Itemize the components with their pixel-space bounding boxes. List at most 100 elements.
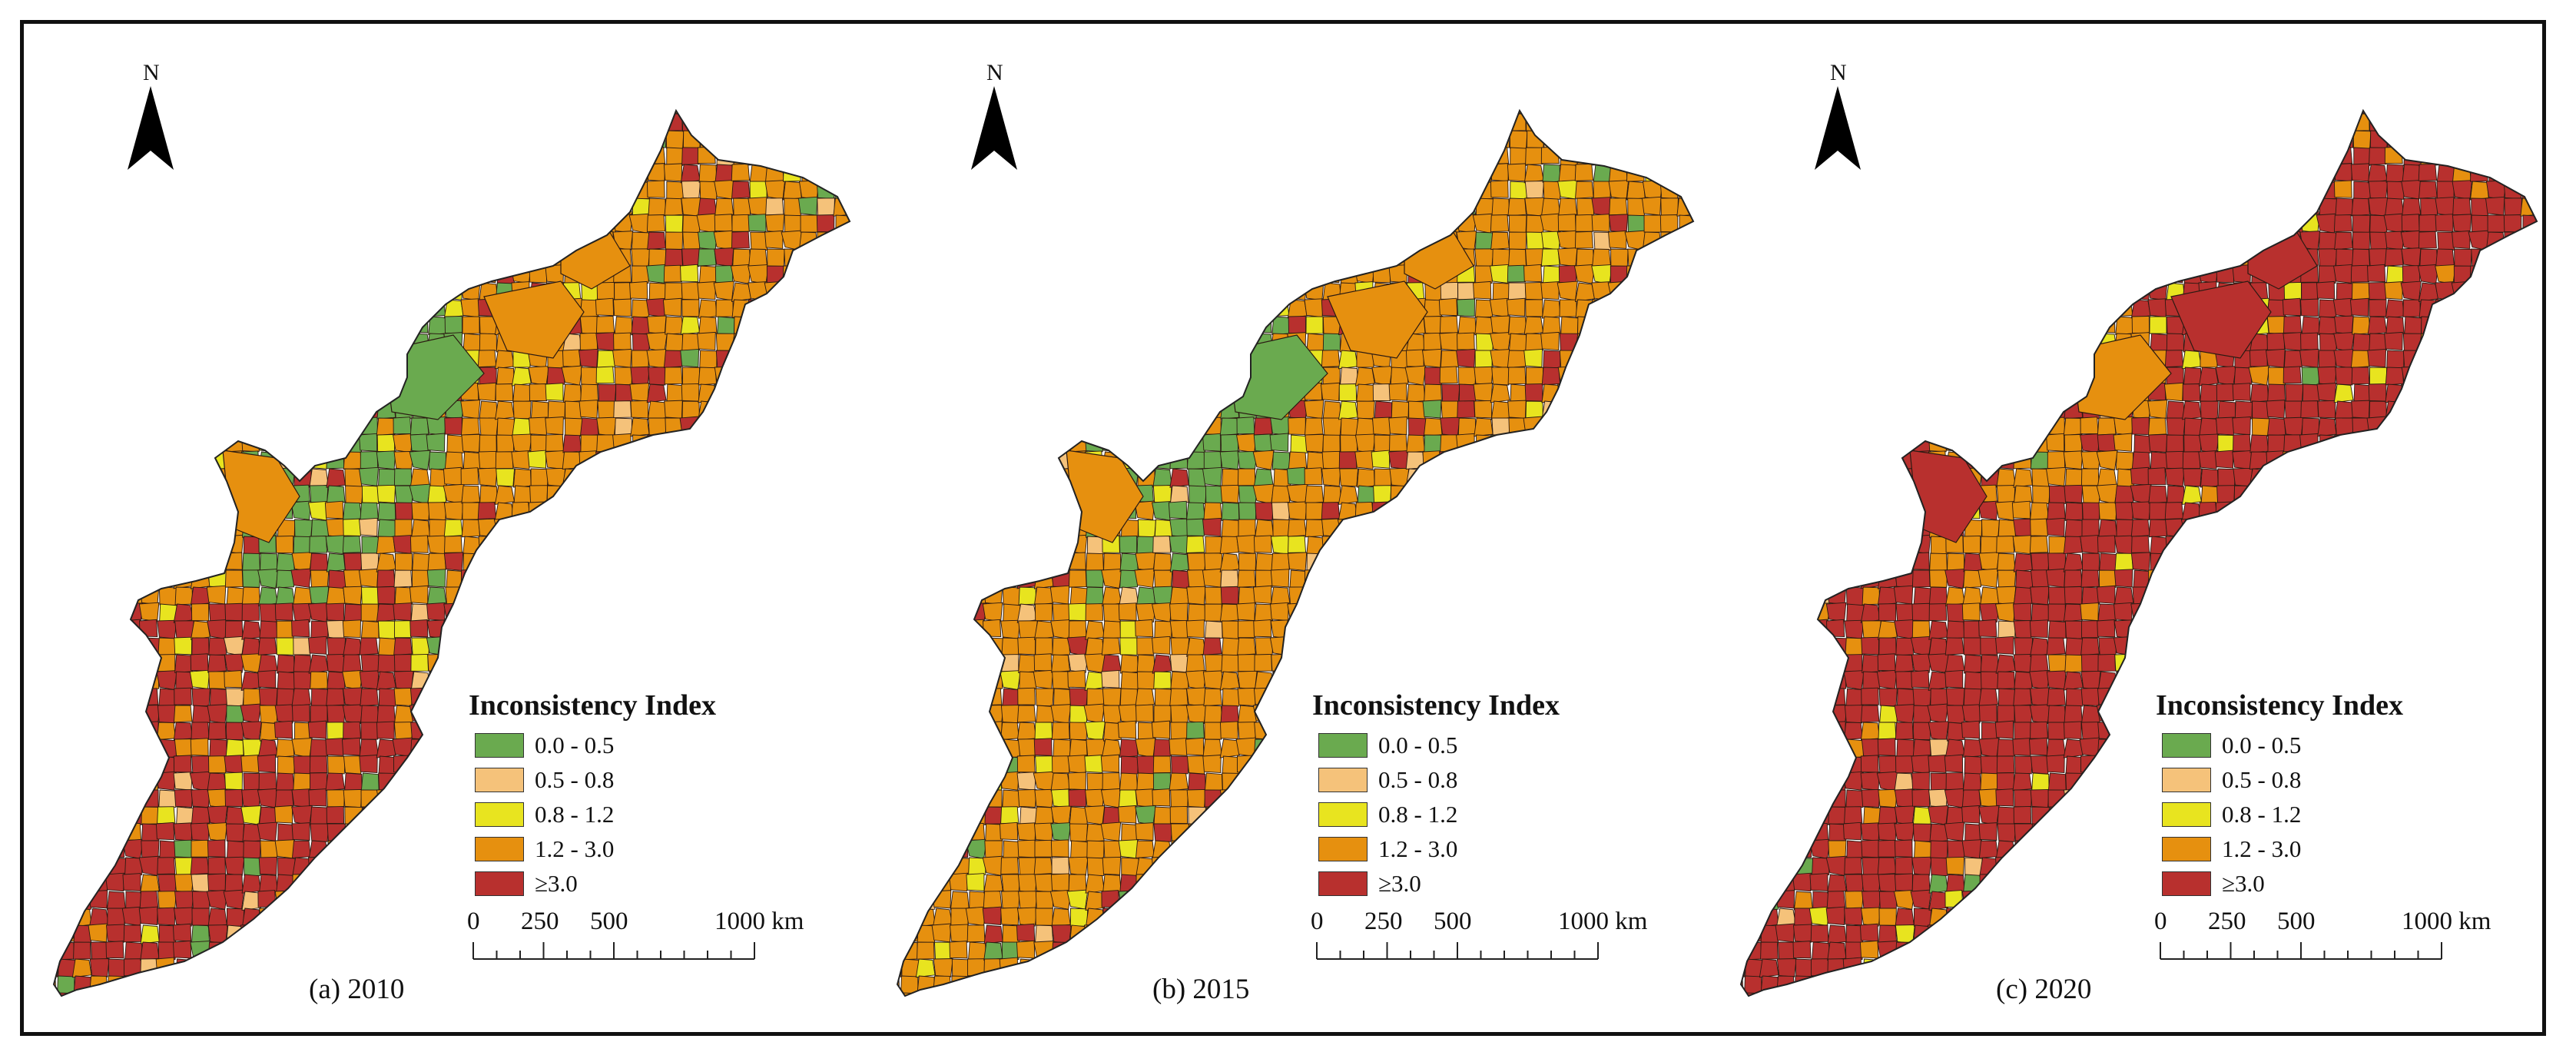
county-polygon — [1540, 113, 1560, 131]
county-polygon — [1016, 111, 1037, 114]
county-polygon — [1405, 451, 1425, 470]
county-polygon — [207, 873, 226, 892]
county-polygon — [1186, 637, 1206, 657]
county-polygon — [851, 97, 865, 114]
county-polygon — [1120, 671, 1139, 691]
county-polygon — [1066, 331, 1088, 351]
county-polygon — [1102, 806, 1122, 826]
county-polygon — [191, 316, 211, 336]
county-polygon — [426, 586, 447, 606]
county-polygon — [1371, 130, 1391, 148]
county-polygon — [1135, 281, 1154, 300]
county-polygon — [933, 366, 951, 385]
county-polygon — [1271, 180, 1289, 198]
county-polygon — [1169, 602, 1189, 622]
county-polygon — [71, 738, 92, 758]
county-polygon — [834, 823, 850, 842]
county-polygon — [71, 857, 92, 876]
county-polygon — [376, 890, 396, 909]
county-polygon — [1525, 147, 1543, 165]
county-polygon — [23, 824, 40, 841]
county-polygon — [275, 383, 294, 402]
county-polygon — [1170, 705, 1189, 724]
county-polygon — [1237, 722, 1257, 741]
county-polygon — [1185, 536, 1205, 553]
county-polygon — [512, 519, 532, 539]
county-polygon — [630, 738, 649, 758]
county-polygon — [428, 197, 447, 217]
county-polygon — [697, 620, 718, 639]
county-polygon — [715, 586, 734, 606]
county-polygon — [260, 113, 278, 133]
county-polygon — [1203, 298, 1223, 318]
county-polygon — [1084, 755, 1103, 773]
county-polygon — [595, 129, 615, 148]
county-polygon — [277, 755, 295, 775]
county-polygon — [1527, 536, 1545, 556]
county-polygon — [1287, 619, 1306, 638]
county-polygon — [784, 536, 803, 555]
county-polygon — [23, 941, 41, 960]
county-polygon — [529, 992, 548, 996]
county-polygon — [1001, 941, 1020, 961]
county-polygon — [1254, 874, 1274, 894]
county-polygon — [966, 688, 986, 706]
county-polygon — [190, 958, 210, 977]
county-polygon — [615, 451, 634, 471]
county-polygon — [1288, 113, 1307, 132]
county-polygon — [1356, 400, 1375, 420]
county-polygon — [1440, 569, 1460, 589]
county-polygon — [1490, 383, 1510, 403]
county-polygon — [1171, 316, 1189, 335]
county-polygon — [307, 720, 327, 739]
county-polygon — [379, 265, 397, 285]
county-polygon — [1033, 857, 1053, 875]
county-polygon — [782, 704, 801, 722]
county-polygon — [1474, 891, 1494, 911]
county-polygon — [1441, 637, 1459, 656]
county-polygon — [1136, 248, 1155, 267]
county-polygon — [121, 619, 141, 638]
county-polygon — [443, 519, 463, 537]
county-polygon — [1000, 535, 1019, 554]
county-polygon — [1524, 281, 1543, 300]
county-polygon — [1457, 975, 1476, 994]
county-polygon — [1321, 467, 1341, 487]
county-polygon — [1153, 400, 1172, 420]
county-polygon — [1507, 553, 1527, 571]
county-polygon — [23, 519, 41, 538]
county-polygon — [1490, 214, 1510, 232]
county-polygon — [595, 586, 615, 605]
county-polygon — [767, 654, 786, 674]
county-polygon — [224, 856, 245, 876]
county-polygon — [360, 333, 379, 351]
county-polygon — [867, 281, 883, 300]
county-polygon — [1321, 1009, 1339, 1026]
county-polygon — [916, 147, 935, 165]
county-polygon — [55, 620, 75, 639]
county-polygon — [1152, 924, 1171, 942]
county-polygon — [713, 280, 734, 301]
county-polygon — [190, 451, 211, 470]
county-polygon — [748, 620, 767, 639]
county-polygon — [56, 181, 75, 199]
county-polygon — [950, 265, 970, 285]
county-polygon — [1508, 282, 1527, 300]
county-polygon — [1523, 264, 1543, 283]
county-polygon — [1219, 366, 1240, 386]
county-polygon — [850, 1009, 865, 1026]
county-polygon — [867, 1010, 885, 1027]
county-polygon — [935, 620, 953, 640]
county-polygon — [224, 111, 244, 116]
county-polygon — [800, 113, 818, 131]
county-polygon — [1236, 417, 1255, 435]
county-polygon — [1134, 196, 1154, 215]
county-polygon — [444, 113, 463, 132]
county-polygon — [1490, 653, 1510, 672]
county-polygon — [798, 399, 818, 419]
county-polygon — [141, 451, 160, 471]
county-polygon — [1135, 840, 1155, 858]
county-polygon — [914, 264, 936, 284]
county-polygon — [376, 180, 396, 200]
county-polygon — [850, 401, 865, 418]
